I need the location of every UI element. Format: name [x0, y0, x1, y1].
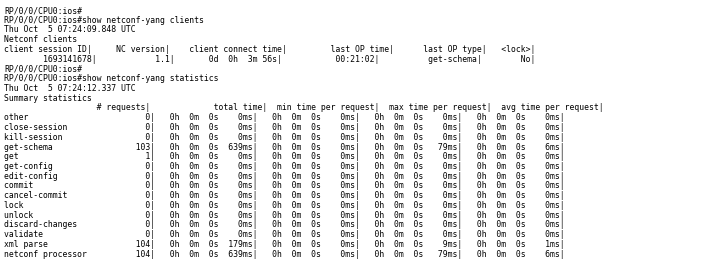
Text: Netconf clients: Netconf clients: [4, 35, 77, 44]
Text: get                          1|   0h  0m  0s    0ms|   0h  0m  0s    0ms|   0h  : get 1| 0h 0m 0s 0ms| 0h 0m 0s 0ms| 0h: [4, 152, 565, 161]
Text: validate                     0|   0h  0m  0s    0ms|   0h  0m  0s    0ms|   0h  : validate 0| 0h 0m 0s 0ms| 0h 0m 0s 0ms| …: [4, 230, 565, 239]
Text: 1693141678|            1.1|       0d  0h  3m 56s|           00:21:02|          g: 1693141678| 1.1| 0d 0h 3m 56s| 00:21:02|…: [4, 55, 535, 64]
Text: lock                         0|   0h  0m  0s    0ms|   0h  0m  0s    0ms|   0h  : lock 0| 0h 0m 0s 0ms| 0h 0m 0s 0ms| 0h: [4, 201, 565, 210]
Text: get-schema                 103|   0h  0m  0s  639ms|   0h  0m  0s    0ms|   0h  : get-schema 103| 0h 0m 0s 639ms| 0h 0m 0s…: [4, 142, 565, 152]
Text: RP/0/0/CPU0:ios#show netconf-yang statistics: RP/0/0/CPU0:ios#show netconf-yang statis…: [4, 74, 219, 83]
Text: get-config                   0|   0h  0m  0s    0ms|   0h  0m  0s    0ms|   0h  : get-config 0| 0h 0m 0s 0ms| 0h 0m 0s 0ms…: [4, 162, 565, 171]
Text: Thu Oct  5 07:24:09.848 UTC: Thu Oct 5 07:24:09.848 UTC: [4, 25, 135, 34]
Text: discard-changes              0|   0h  0m  0s    0ms|   0h  0m  0s    0ms|   0h  : discard-changes 0| 0h 0m 0s 0ms| 0h 0m 0…: [4, 220, 565, 229]
Text: RP/0/0/CPU0:ios#show netconf-yang clients: RP/0/0/CPU0:ios#show netconf-yang client…: [4, 16, 204, 25]
Text: close-session                0|   0h  0m  0s    0ms|   0h  0m  0s    0ms|   0h  : close-session 0| 0h 0m 0s 0ms| 0h 0m 0s …: [4, 123, 565, 132]
Text: xml parse                  104|   0h  0m  0s  179ms|   0h  0m  0s    0ms|   0h  : xml parse 104| 0h 0m 0s 179ms| 0h 0m 0s …: [4, 240, 565, 249]
Text: RP/0/0/CPU0:ios#: RP/0/0/CPU0:ios#: [4, 64, 82, 74]
Text: RP/0/0/CPU0:ios#: RP/0/0/CPU0:ios#: [4, 6, 82, 15]
Text: commit                       0|   0h  0m  0s    0ms|   0h  0m  0s    0ms|   0h  : commit 0| 0h 0m 0s 0ms| 0h 0m 0s 0ms| 0h: [4, 182, 565, 191]
Text: # requests|             total time|  min time per request|  max time per request: # requests| total time| min time per req…: [4, 104, 604, 112]
Text: other                        0|   0h  0m  0s    0ms|   0h  0m  0s    0ms|   0h  : other 0| 0h 0m 0s 0ms| 0h 0m 0s 0ms| 0h: [4, 113, 565, 122]
Text: client session ID|     NC version|    client connect time|         last OP time|: client session ID| NC version| client co…: [4, 45, 535, 54]
Text: edit-config                  0|   0h  0m  0s    0ms|   0h  0m  0s    0ms|   0h  : edit-config 0| 0h 0m 0s 0ms| 0h 0m 0s 0m…: [4, 172, 565, 181]
Text: netconf processor          104|   0h  0m  0s  639ms|   0h  0m  0s    0ms|   0h  : netconf processor 104| 0h 0m 0s 639ms| 0…: [4, 250, 565, 259]
Text: cancel-commit                0|   0h  0m  0s    0ms|   0h  0m  0s    0ms|   0h  : cancel-commit 0| 0h 0m 0s 0ms| 0h 0m 0s …: [4, 191, 565, 200]
Text: unlock                       0|   0h  0m  0s    0ms|   0h  0m  0s    0ms|   0h  : unlock 0| 0h 0m 0s 0ms| 0h 0m 0s 0ms| 0h: [4, 211, 565, 220]
Text: kill-session                 0|   0h  0m  0s    0ms|   0h  0m  0s    0ms|   0h  : kill-session 0| 0h 0m 0s 0ms| 0h 0m 0s 0…: [4, 133, 565, 142]
Text: Thu Oct  5 07:24:12.337 UTC: Thu Oct 5 07:24:12.337 UTC: [4, 84, 135, 93]
Text: Summary statistics: Summary statistics: [4, 94, 92, 103]
